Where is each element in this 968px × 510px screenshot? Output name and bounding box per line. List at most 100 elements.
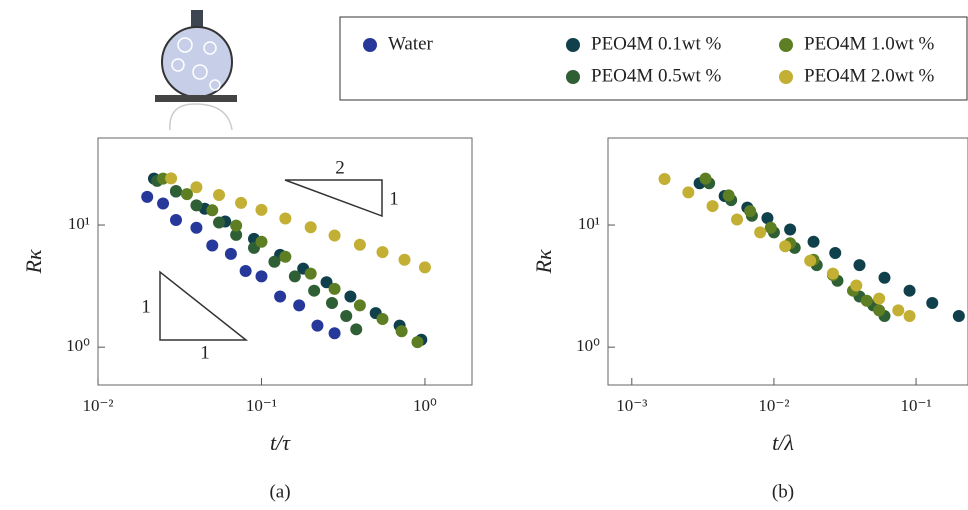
legend-box — [339, 16, 968, 101]
point — [157, 197, 170, 210]
y-axis-label: Rκ — [21, 249, 46, 274]
annotation: 2 — [335, 157, 345, 178]
annotation: 1 — [389, 188, 399, 209]
point — [850, 279, 863, 292]
legend-label: PEO4M 2.0wt % — [804, 65, 935, 86]
point — [274, 290, 287, 303]
point — [213, 189, 226, 202]
point — [807, 235, 820, 248]
legend-marker — [566, 70, 580, 84]
point — [239, 265, 252, 278]
y-tick-label: 10¹ — [68, 214, 90, 233]
point — [235, 196, 248, 209]
y-axis-label: Rκ — [531, 249, 556, 274]
point — [353, 299, 366, 312]
x-axis-label: t/τ — [270, 430, 291, 455]
x-tick-label: 10⁻² — [82, 396, 113, 415]
y-tick-label: 10¹ — [578, 214, 600, 233]
legend-marker — [363, 38, 377, 52]
point — [328, 327, 341, 340]
point — [903, 284, 916, 297]
point — [268, 255, 281, 268]
apparatus-icon — [155, 10, 237, 131]
point — [376, 246, 389, 259]
point — [344, 290, 357, 303]
point — [873, 304, 886, 317]
point — [784, 223, 797, 236]
legend-marker — [566, 38, 580, 52]
point — [230, 228, 243, 241]
point — [395, 325, 408, 338]
point — [376, 313, 389, 326]
plot-frame — [607, 137, 968, 386]
point — [206, 204, 219, 217]
point — [892, 304, 905, 317]
point — [682, 186, 695, 199]
x-tick-label: 10⁻³ — [616, 396, 647, 415]
point — [293, 299, 306, 312]
y-tick-label: 10⁰ — [576, 336, 600, 355]
point — [903, 309, 916, 322]
point — [190, 181, 203, 194]
caption: (a) — [269, 481, 290, 502]
point — [328, 282, 341, 295]
point — [288, 270, 301, 283]
point — [353, 238, 366, 251]
point — [255, 235, 268, 248]
point — [255, 270, 268, 283]
point — [411, 336, 424, 349]
point — [926, 296, 939, 309]
point — [213, 216, 226, 229]
annotation: 1 — [141, 296, 151, 317]
point — [853, 259, 866, 272]
point — [279, 212, 292, 225]
point — [952, 309, 965, 322]
point — [279, 250, 292, 263]
point — [418, 261, 431, 274]
x-tick-label: 10⁻¹ — [901, 396, 932, 415]
point — [804, 254, 817, 267]
point — [826, 267, 839, 280]
x-tick-label: 10⁰ — [413, 396, 437, 415]
x-tick-label: 10⁻¹ — [246, 396, 277, 415]
point — [829, 247, 842, 260]
point — [230, 219, 243, 232]
point — [873, 292, 886, 305]
x-tick-label: 10⁻² — [758, 396, 789, 415]
plot-frame — [97, 137, 473, 386]
point — [255, 203, 268, 216]
point — [722, 189, 735, 202]
point — [165, 172, 178, 185]
legend-marker — [779, 38, 793, 52]
point — [350, 323, 363, 336]
x-axis-label: t/λ — [772, 430, 794, 455]
slope-triangles: 2 1 1 1 — [141, 157, 399, 363]
y-tick-label: 10⁰ — [66, 336, 90, 355]
legend-label: PEO4M 0.1wt % — [591, 33, 722, 54]
point — [224, 247, 237, 260]
point — [169, 184, 182, 197]
point — [206, 239, 219, 252]
point — [304, 267, 317, 280]
point — [311, 319, 324, 332]
point — [398, 253, 411, 266]
legend-label: Water — [388, 33, 434, 54]
point — [308, 284, 321, 297]
point — [304, 221, 317, 234]
point — [764, 221, 777, 234]
legend-marker — [779, 70, 793, 84]
point — [658, 173, 671, 186]
legend-label: PEO4M 0.5wt % — [591, 65, 722, 86]
point — [878, 271, 891, 284]
point — [779, 240, 792, 253]
point — [141, 190, 154, 203]
point — [761, 212, 774, 225]
annotation: 1 — [200, 342, 210, 363]
point — [754, 226, 767, 239]
point — [169, 213, 182, 226]
point — [320, 276, 333, 289]
point — [699, 172, 712, 185]
point — [190, 199, 203, 212]
point — [180, 188, 193, 201]
